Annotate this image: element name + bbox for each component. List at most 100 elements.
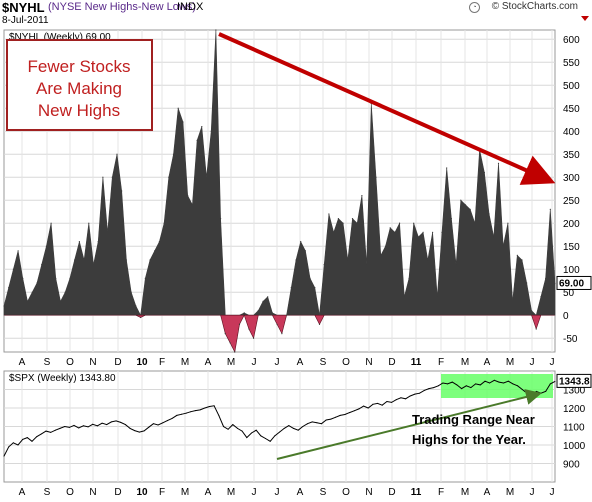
spx-data-point: [73, 424, 75, 426]
nyhl-data-point: [17, 250, 19, 252]
spx-data-point: [50, 431, 52, 433]
top-panel-axis: -50 0 50 100 150 200 250 300 350 400 450 500 550 600 A…: [9, 32, 592, 368]
nyhl-data-point: [511, 300, 514, 302]
nyhl-data-point: [149, 259, 151, 261]
spx-data-point: [395, 399, 397, 401]
spx-data-point: [521, 389, 523, 390]
spx-x-tick-label: J: [530, 487, 535, 498]
spx-data-point: [479, 384, 481, 386]
bottom-panel-axis: 900 1000 1100 1200 1300 A S O N D 10 F M A M J J A S O N D 11 F…: [9, 373, 592, 498]
spx-data-point: [26, 437, 28, 439]
spx-data-point: [386, 401, 388, 402]
spx-data-point: [166, 420, 168, 422]
spx-data-point: [274, 435, 276, 437]
nyhl-data-point: [413, 222, 415, 224]
spx-x-tick-label: M: [461, 487, 469, 498]
spx-data-point: [353, 410, 355, 412]
nyhl-data-point: [337, 218, 339, 220]
spx-data-point: [96, 425, 98, 427]
nyhl-y-tick-label: 100: [563, 265, 580, 276]
nyhl-data-point: [172, 153, 175, 155]
nyhl-data-point: [121, 190, 123, 192]
nyhl-x-tick-label: A: [297, 357, 304, 368]
spx-data-point: [526, 392, 528, 394]
nyhl-data-point: [55, 277, 57, 279]
nyhl-x-tick-label: F: [159, 357, 165, 368]
nyhl-data-point: [526, 282, 528, 284]
spx-data-point: [405, 398, 407, 400]
spx-x-tick-label: J: [252, 487, 257, 498]
spx-data-point: [218, 414, 220, 416]
spx-x-tick-label: A: [19, 487, 26, 498]
nyhl-data-point: [286, 314, 288, 316]
nyhl-x-tick-label: M: [506, 357, 514, 368]
spx-x-tick-label: S: [44, 487, 51, 498]
nyhl-data-point: [154, 250, 156, 252]
nyhl-data-point: [474, 222, 476, 224]
spx-data-point: [232, 424, 234, 426]
nyhl-y-tick-label: 500: [563, 81, 580, 92]
nyhl-data-point: [507, 222, 509, 224]
spx-data-point: [540, 392, 542, 394]
spx-data-point: [68, 426, 70, 428]
nyhl-data-point: [210, 130, 212, 132]
nyhl-data-point: [229, 342, 231, 344]
spx-data-point: [428, 388, 430, 390]
stockcharts-logo-icon: ◔: [469, 2, 480, 13]
spx-data-point: [260, 435, 262, 437]
nyhl-frame: [3, 29, 556, 353]
nyhl-data-point: [342, 222, 344, 224]
spx-x-tick-label: J: [550, 487, 555, 498]
nyhl-data-point: [384, 245, 387, 247]
spx-data-point: [391, 401, 393, 403]
spx-data-point: [400, 397, 402, 399]
spx-data-point: [185, 412, 187, 414]
spx-data-point: [204, 407, 206, 409]
nyhl-data-point: [8, 287, 10, 289]
spx-data-point: [470, 387, 472, 389]
nyhl-data-point: [361, 195, 363, 197]
spx-y-tick-label: 1300: [563, 386, 586, 397]
top-panel-series: [3, 29, 556, 353]
spx-data-point: [475, 383, 477, 385]
spx-data-point: [246, 437, 248, 439]
nyhl-data-point: [399, 222, 401, 224]
spx-data-point: [241, 430, 243, 432]
nyhl-data-point: [36, 282, 38, 284]
spx-y-tick-label: 900: [563, 460, 580, 471]
nyhl-data-point: [182, 121, 184, 123]
spx-data-point: [115, 420, 117, 422]
spx-data-point: [437, 385, 439, 387]
spx-data-point: [367, 407, 369, 409]
nyhl-data-point: [248, 328, 250, 330]
nyhl-data-point: [394, 231, 396, 233]
nyhl-x-tick-label: S: [44, 357, 51, 368]
nyhl-y-tick-label: 350: [563, 150, 580, 161]
spx-data-point: [124, 424, 126, 426]
spx-last-value-label: 1343.8: [559, 376, 590, 387]
nyhl-area-negative: [4, 314, 555, 353]
nyhl-data-point: [309, 277, 311, 279]
nyhl-y-tick-label: 150: [563, 242, 580, 253]
nyhl-data-point: [276, 323, 278, 325]
nyhl-data-point: [540, 296, 542, 298]
spx-data-point: [265, 438, 266, 439]
spx-data-point: [199, 409, 201, 411]
nyhl-x-tick-label: 10: [136, 357, 148, 368]
spx-data-point: [330, 418, 332, 420]
nyhl-data-point: [177, 107, 179, 109]
spx-data-point: [307, 423, 308, 425]
nyhl-x-tick-label: A: [19, 357, 26, 368]
spx-data-point: [554, 380, 556, 382]
spx-data-point: [40, 433, 42, 435]
spx-x-tick-label: M: [227, 487, 235, 498]
chart-header: $NYHL (NYSE New Highs-New Lows) INDX 8-J…: [0, 0, 592, 30]
nyhl-data-point: [488, 213, 490, 215]
spx-data-point: [59, 427, 61, 429]
nyhl-data-point: [22, 277, 24, 279]
spx-data-point: [12, 442, 14, 444]
spx-data-point: [423, 389, 425, 391]
nyhl-y-tick-label: 250: [563, 196, 580, 207]
nyhl-data-point: [111, 176, 113, 178]
spx-data-point: [171, 417, 173, 419]
